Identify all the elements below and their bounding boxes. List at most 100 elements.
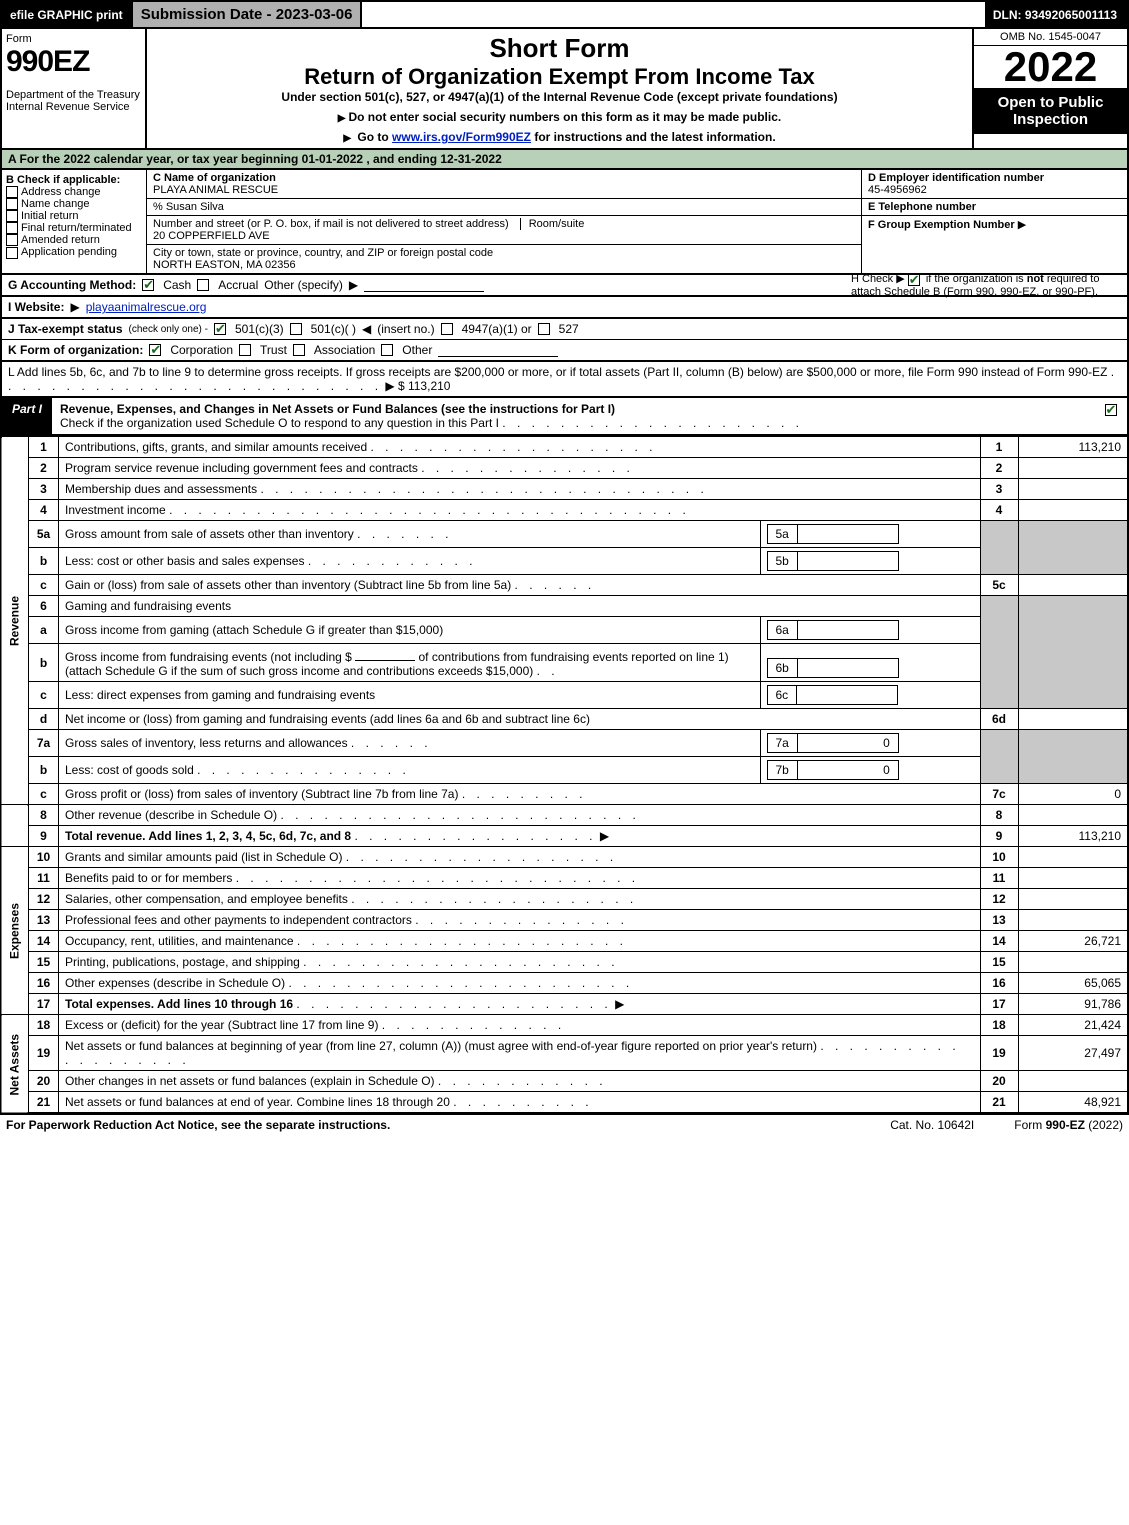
line-18-value: 21,424 (1018, 1015, 1128, 1036)
chk-amended-return[interactable]: Amended return (6, 234, 142, 246)
form-number: 990EZ (6, 45, 141, 79)
line-6b-value (798, 659, 898, 677)
line-5b-value (798, 552, 898, 570)
section-l-gross-receipts: L Add lines 5b, 6c, and 7b to line 9 to … (0, 362, 1129, 398)
irs-link[interactable]: www.irs.gov/Form990EZ (392, 130, 531, 144)
phone-label: E Telephone number (868, 201, 1121, 213)
topbar: efile GRAPHIC print Submission Date - 20… (0, 0, 1129, 29)
section-j-tax-exempt: J Tax-exempt status (check only one) ‐ 5… (0, 319, 1129, 340)
chk-cash[interactable] (142, 279, 154, 291)
line-19-value: 27,497 (1018, 1036, 1128, 1071)
chk-association[interactable] (293, 344, 305, 356)
chk-corporation[interactable] (149, 344, 161, 356)
chk-name-change[interactable]: Name change (6, 198, 142, 210)
submission-date: Submission Date - 2023-03-06 (133, 2, 363, 27)
catalog-number: Cat. No. 10642I (890, 1118, 974, 1132)
chk-501c[interactable] (290, 323, 302, 335)
public-inspection-badge: Open to Public Inspection (974, 88, 1127, 134)
title-short-form: Short Form (151, 33, 968, 64)
chk-schedule-b-not-required[interactable] (908, 274, 920, 286)
other-org-input[interactable] (438, 343, 558, 357)
org-info-grid: B Check if applicable: Address change Na… (0, 170, 1129, 275)
line-7a-value: 0 (798, 734, 898, 752)
line-6c-value (797, 686, 897, 704)
j-label: J Tax-exempt status (8, 322, 123, 336)
section-b-title: B Check if applicable: (6, 174, 142, 186)
line-5c-value (1018, 575, 1128, 596)
chk-final-return[interactable]: Final return/terminated (6, 222, 142, 234)
website-label: I Website: (8, 300, 64, 314)
line-4-value (1018, 500, 1128, 521)
side-label-revenue: Revenue (1, 437, 29, 805)
line-15-value (1018, 952, 1128, 973)
name-label: C Name of organization (153, 172, 855, 184)
l-text: L Add lines 5b, 6c, and 7b to line 9 to … (8, 365, 1107, 379)
line-9-value: 113,210 (1018, 826, 1128, 847)
section-c-org: C Name of organization PLAYA ANIMAL RESC… (147, 170, 862, 273)
in-care-of: % Susan Silva (147, 199, 861, 216)
section-b-checkboxes: B Check if applicable: Address change Na… (2, 170, 147, 273)
gross-receipts-amount: $ 113,210 (398, 379, 451, 393)
chk-application-pending[interactable]: Application pending (6, 246, 142, 258)
line-5a-value (798, 525, 898, 543)
group-exemption-arrow: ▶ (1018, 219, 1026, 231)
chk-other-org[interactable] (381, 344, 393, 356)
group-exemption-label: F Group Exemption Number (868, 219, 1015, 231)
part-1-lines-table: Revenue 1 Contributions, gifts, grants, … (0, 436, 1129, 1114)
k-label: K Form of organization: (8, 343, 143, 357)
chk-schedule-o-part1[interactable] (1105, 404, 1117, 416)
chk-address-change[interactable]: Address change (6, 186, 142, 198)
form-header: Form 990EZ Department of the Treasury In… (0, 29, 1129, 150)
part-1-header: Part I Revenue, Expenses, and Changes in… (0, 398, 1129, 436)
form-id-block: Form 990EZ Department of the Treasury In… (2, 29, 147, 148)
line-21-value: 48,921 (1018, 1092, 1128, 1114)
line-11-value (1018, 868, 1128, 889)
chk-501c3[interactable] (214, 323, 226, 335)
street-address: 20 COPPERFIELD AVE (153, 230, 855, 242)
line-14-value: 26,721 (1018, 931, 1128, 952)
title-return: Return of Organization Exempt From Incom… (151, 64, 968, 90)
page-footer: For Paperwork Reduction Act Notice, see … (0, 1114, 1129, 1135)
city-label: City or town, state or province, country… (153, 247, 855, 259)
website-link[interactable]: playaanimalrescue.org (86, 300, 207, 314)
section-a-calendar-year: A For the 2022 calendar year, or tax yea… (0, 150, 1129, 170)
dept-line2: Internal Revenue Service (6, 101, 141, 113)
line-7b-value: 0 (798, 761, 898, 779)
side-label-net-assets: Net Assets (1, 1015, 29, 1114)
section-def: D Employer identification number 45-4956… (862, 170, 1127, 273)
instruction-goto: Go to www.irs.gov/Form990EZ for instruct… (151, 130, 968, 144)
tax-year: 2022 (974, 46, 1127, 88)
line-1-value: 113,210 (1018, 437, 1128, 458)
line-2-value (1018, 458, 1128, 479)
chk-trust[interactable] (239, 344, 251, 356)
subtitle: Under section 501(c), 527, or 4947(a)(1)… (151, 90, 968, 104)
city-state-zip: NORTH EASTON, MA 02356 (153, 259, 855, 271)
line-8-value (1018, 805, 1128, 826)
dln-label: DLN: 93492065001113 (985, 2, 1127, 27)
line-20-value (1018, 1071, 1128, 1092)
line-6a-value (798, 621, 898, 639)
chk-accrual[interactable] (197, 279, 209, 291)
line-7c-value: 0 (1018, 784, 1128, 805)
g-label: G Accounting Method: (8, 278, 136, 292)
street-label: Number and street (or P. O. box, if mail… (153, 218, 509, 230)
line-3-value (1018, 479, 1128, 500)
form-label: Form (6, 33, 141, 45)
chk-527[interactable] (538, 323, 550, 335)
chk-4947[interactable] (441, 323, 453, 335)
section-k-form-org: K Form of organization: Corporation Trus… (0, 340, 1129, 362)
line-10-value (1018, 847, 1128, 868)
form-title-block: Short Form Return of Organization Exempt… (147, 29, 972, 148)
section-h-schedule-b: H Check ▶ if the organization is not req… (845, 269, 1125, 300)
efile-print-label[interactable]: efile GRAPHIC print (2, 2, 133, 27)
line-6d-value (1018, 709, 1128, 730)
line-12-value (1018, 889, 1128, 910)
other-specify-input[interactable] (364, 278, 484, 292)
section-g-accounting: G Accounting Method: Cash Accrual Other … (0, 275, 1129, 297)
ein-value: 45-4956962 (868, 184, 1121, 196)
line-17-value: 91,786 (1018, 994, 1128, 1015)
org-name: PLAYA ANIMAL RESCUE (153, 184, 855, 196)
part-1-title: Revenue, Expenses, and Changes in Net As… (52, 398, 1097, 434)
form-year-block: OMB No. 1545-0047 2022 Open to Public In… (972, 29, 1127, 148)
chk-initial-return[interactable]: Initial return (6, 210, 142, 222)
